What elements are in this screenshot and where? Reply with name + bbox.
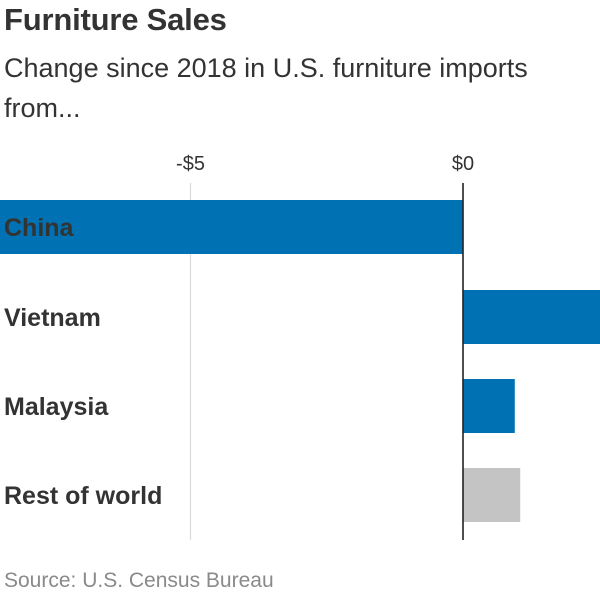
category-label: China bbox=[4, 214, 75, 242]
chart-subtitle: Change since 2018 in U.S. furniture impo… bbox=[4, 53, 528, 123]
category-label: Malaysia bbox=[4, 393, 109, 421]
bar bbox=[463, 379, 515, 433]
chart-title: Furniture Sales bbox=[4, 2, 227, 37]
x-tick-label: -$5 bbox=[176, 153, 205, 175]
bar bbox=[0, 200, 463, 254]
source-note: Source: U.S. Census Bureau bbox=[4, 569, 274, 592]
x-tick-label: $0 bbox=[452, 153, 474, 175]
category-label: Vietnam bbox=[4, 304, 101, 332]
bar bbox=[463, 468, 521, 522]
category-label: Rest of world bbox=[4, 482, 162, 510]
bar bbox=[463, 290, 600, 344]
